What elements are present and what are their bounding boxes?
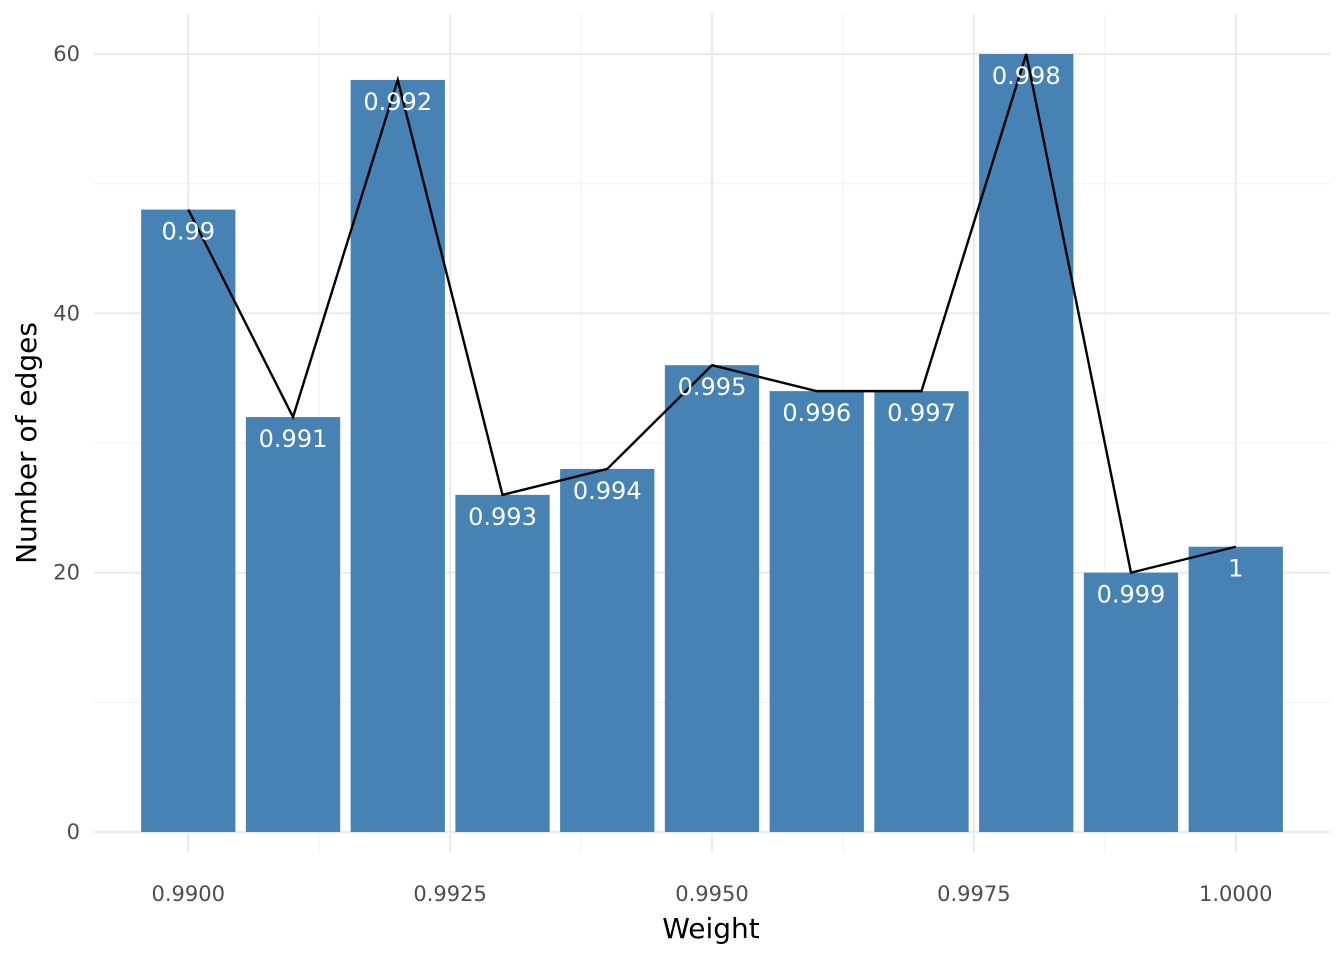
x-tick-label: 1.0000 (1199, 882, 1272, 906)
y-tick-label: 40 (53, 301, 80, 325)
bar (1188, 546, 1283, 832)
y-tick-label: 60 (53, 42, 80, 66)
bar-label: 0.995 (678, 373, 747, 401)
bar-label: 0.993 (468, 503, 537, 531)
bar (350, 79, 445, 832)
bar-label: 0.992 (363, 88, 432, 116)
bar (245, 417, 341, 832)
bar (664, 365, 760, 832)
bar-label: 0.999 (1097, 581, 1166, 609)
x-tick-label: 0.9900 (152, 882, 225, 906)
x-axis-title: Weight (662, 912, 760, 945)
bar (1083, 572, 1179, 832)
bar (979, 54, 1074, 832)
bar (769, 391, 864, 832)
series-line (187, 53, 1237, 575)
y-tick-label: 20 (53, 561, 80, 585)
bar-label: 0.996 (782, 399, 851, 427)
x-axis-ticks: 0.9900 0.9925 0.9950 0.9975 1.0000 (152, 882, 1273, 906)
bar-label: 0.991 (259, 425, 328, 453)
bar (455, 494, 550, 832)
x-tick-label: 0.9975 (937, 882, 1010, 906)
bar-label: 0.994 (573, 477, 642, 505)
bar-labels: 0.99 0.991 0.992 0.993 0.994 0.995 0.996 0.997 0… (162, 62, 1244, 609)
y-tick-label: 0 (67, 820, 80, 844)
line-overlay (187, 53, 1237, 575)
y-axis-ticks: 0 20 40 60 (53, 42, 80, 844)
bar (141, 209, 236, 833)
bar (560, 468, 655, 832)
bar-label: 1 (1228, 555, 1243, 583)
bar (874, 391, 969, 832)
bar-label: 0.99 (162, 218, 215, 246)
x-tick-label: 0.9950 (675, 882, 748, 906)
y-axis-title: Number of edges (10, 322, 43, 564)
bar-label: 0.997 (887, 399, 956, 427)
bars (141, 54, 1283, 833)
bar-label: 0.998 (992, 62, 1061, 90)
x-tick-label: 0.9925 (413, 882, 486, 906)
